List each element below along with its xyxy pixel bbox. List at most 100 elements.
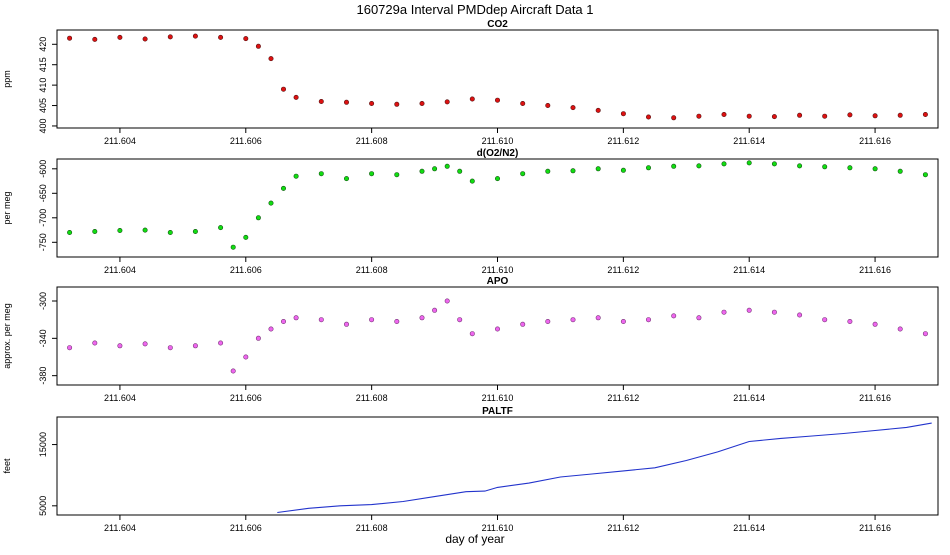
data-point	[343, 99, 349, 105]
panel-frame	[56, 286, 939, 386]
panel-frame	[56, 158, 939, 258]
data-point	[746, 113, 752, 119]
x-tick-label: 211.616	[859, 523, 891, 533]
data-point	[545, 318, 551, 324]
x-tick-label: 211.612	[607, 265, 639, 275]
data-point	[469, 178, 475, 184]
data-point	[671, 313, 677, 319]
data-point	[746, 160, 752, 166]
data-point	[432, 307, 438, 313]
y-tick-label: -750	[38, 233, 48, 251]
panel-3: PALTF feet 5000 15000 211.604 211.606 211.608 2…	[2, 406, 939, 533]
data-point	[570, 105, 576, 111]
x-tick-label: 211.606	[230, 265, 262, 275]
series-line	[277, 422, 932, 514]
data-point	[494, 326, 500, 332]
data-point	[520, 171, 526, 177]
data-point	[255, 43, 261, 49]
y-tick-label: 420	[38, 37, 48, 52]
data-point	[92, 340, 98, 346]
data-point	[494, 97, 500, 103]
x-tick-label: 211.608	[356, 393, 388, 403]
data-point	[671, 115, 677, 121]
x-tick-label: 211.616	[859, 136, 891, 146]
data-point	[620, 111, 626, 117]
x-tick-label: 211.612	[607, 136, 639, 146]
data-point	[872, 113, 878, 119]
data-point	[369, 171, 375, 177]
panel-title: APO	[487, 276, 509, 287]
x-tick-label: 211.604	[104, 523, 136, 533]
data-point	[822, 164, 828, 170]
x-tick-label: 211.616	[859, 393, 891, 403]
panel-title: CO2	[487, 19, 508, 30]
y-tick-label: 5000	[38, 496, 48, 516]
data-point	[318, 99, 324, 105]
data-point	[444, 163, 450, 169]
data-point	[847, 165, 853, 171]
data-point	[897, 112, 903, 118]
data-point	[847, 112, 853, 118]
y-tick-label: 415	[38, 57, 48, 72]
data-point	[268, 326, 274, 332]
data-point	[92, 36, 98, 42]
y-tick-label: -340	[38, 329, 48, 347]
data-point	[218, 340, 224, 346]
data-point	[797, 312, 803, 318]
data-point	[419, 168, 425, 174]
data-point	[230, 368, 236, 374]
data-point	[293, 173, 299, 179]
data-point	[645, 114, 651, 120]
data-point	[595, 107, 601, 113]
data-point	[293, 94, 299, 100]
data-point	[520, 321, 526, 327]
x-tick-label: 211.608	[356, 523, 388, 533]
x-tick-label: 211.610	[482, 523, 514, 533]
data-point	[721, 161, 727, 167]
x-tick-label: 211.606	[230, 523, 262, 533]
data-point	[797, 163, 803, 169]
data-point	[369, 101, 375, 107]
data-point	[142, 341, 148, 347]
data-point	[343, 176, 349, 182]
panel-title: PALTF	[482, 406, 513, 417]
x-tick-label: 211.608	[356, 265, 388, 275]
x-tick-label: 211.610	[482, 265, 514, 275]
data-point	[469, 331, 475, 337]
data-point	[192, 229, 198, 235]
data-point	[432, 166, 438, 172]
data-point	[457, 168, 463, 174]
y-tick-label: -380	[38, 367, 48, 385]
data-point	[545, 168, 551, 174]
data-point	[167, 230, 173, 236]
data-point	[822, 113, 828, 119]
x-tick-label: 211.616	[859, 265, 891, 275]
x-tick-label: 211.610	[482, 136, 514, 146]
x-tick-label: 211.606	[230, 136, 262, 146]
x-tick-label: 211.614	[733, 393, 765, 403]
data-point	[620, 167, 626, 173]
x-tick-label: 211.604	[104, 393, 136, 403]
figure-title: 160729a Interval PMDdep Aircraft Data 1	[356, 2, 593, 17]
data-point	[218, 34, 224, 40]
data-point	[167, 345, 173, 351]
data-point	[721, 309, 727, 315]
data-point	[671, 163, 677, 169]
panel-title: d(O2/N2)	[477, 148, 519, 159]
y-tick-label: -600	[38, 160, 48, 178]
data-point	[897, 326, 903, 332]
data-point	[268, 200, 274, 206]
data-point	[67, 230, 73, 236]
data-point	[243, 234, 249, 240]
data-point	[255, 335, 261, 341]
data-point	[494, 176, 500, 182]
panel-frame	[56, 29, 939, 129]
data-point	[117, 34, 123, 40]
x-tick-label: 211.614	[733, 136, 765, 146]
y-axis-label: ppm	[2, 70, 12, 88]
data-point	[280, 86, 286, 92]
data-point	[545, 103, 551, 109]
figure-x-label: day of year	[445, 532, 504, 546]
